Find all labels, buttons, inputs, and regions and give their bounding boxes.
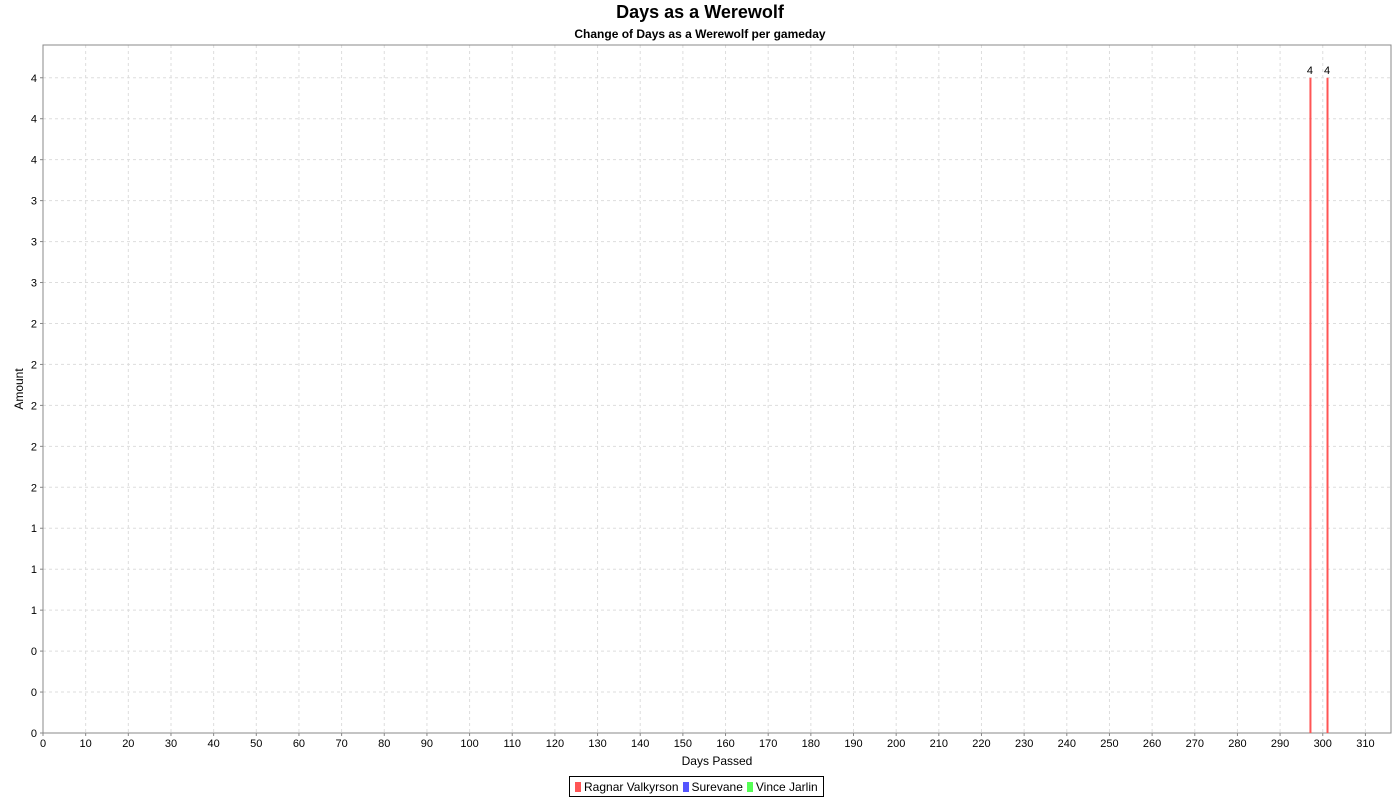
y-tick-label: 4	[31, 73, 37, 85]
y-tick-label: 2	[31, 359, 37, 371]
grid-layer	[43, 45, 1391, 733]
bar-value-label: 4	[1324, 65, 1330, 77]
x-tick-label: 260	[1143, 738, 1161, 750]
y-tick-label: 2	[31, 441, 37, 453]
x-tick-label: 150	[674, 738, 692, 750]
x-tick-label: 50	[250, 738, 262, 750]
bar-value-label: 4	[1307, 65, 1313, 77]
bar-ragnar-valkyrson-day-297[interactable]	[1309, 77, 1312, 733]
x-tick-label: 90	[421, 738, 433, 750]
y-tick-label: 3	[31, 196, 37, 208]
legend-swatch-vince-jarlin	[746, 781, 753, 792]
y-tick-label: 0	[31, 728, 37, 740]
legend-item-surevane[interactable]: Surevane	[682, 779, 743, 794]
legend-item-vince-jarlin[interactable]: Vince Jarlin	[746, 779, 818, 794]
y-tick-label: 0	[31, 646, 37, 658]
x-tick-label: 120	[546, 738, 564, 750]
y-tick-label: 0	[31, 687, 37, 699]
y-tick-label: 2	[31, 482, 37, 494]
x-tick-label: 140	[631, 738, 649, 750]
x-tick-label: 10	[80, 738, 92, 750]
y-axis-label: Amount	[12, 368, 26, 410]
legend: Ragnar Valkyrson Surevane Vince Jarlin	[569, 776, 824, 797]
legend-label-surevane: Surevane	[691, 779, 743, 794]
x-tick-label: 110	[503, 738, 521, 750]
x-tick-label: 100	[460, 738, 478, 750]
y-tick-label: 1	[31, 605, 37, 617]
x-tick-label: 20	[122, 738, 134, 750]
y-tick-label: 1	[31, 523, 37, 535]
y-tick-label: 3	[31, 237, 37, 249]
x-tick-label: 180	[802, 738, 820, 750]
y-tick-label: 2	[31, 318, 37, 330]
x-tick-label: 240	[1058, 738, 1076, 750]
legend-label-vince-jarlin: Vince Jarlin	[755, 779, 818, 794]
legend-label-ragnar-valkyrson: Ragnar Valkyrson	[584, 779, 679, 794]
legend-item-ragnar-valkyrson[interactable]: Ragnar Valkyrson	[575, 780, 679, 794]
y-tick-label: 3	[31, 278, 37, 290]
x-tick-label: 210	[930, 738, 948, 750]
legend-swatch-ragnar-valkyrson	[575, 781, 581, 792]
legend-swatch-surevane	[682, 781, 689, 792]
x-tick-label: 310	[1356, 738, 1374, 750]
x-tick-label: 280	[1228, 738, 1246, 750]
plot-area	[42, 44, 1392, 734]
ticks-layer: 0 10 20 30 40 50 60 70 80 90 100 110 120 130 140 150 160…	[31, 73, 1375, 750]
y-tick-label: 2	[31, 400, 37, 412]
y-tick-label: 4	[31, 155, 37, 167]
chart-title: Days as a Werewolf	[616, 2, 784, 22]
y-tick-label: 4	[31, 114, 37, 126]
x-tick-label: 160	[716, 738, 734, 750]
x-tick-label: 300	[1314, 738, 1332, 750]
x-tick-label: 80	[378, 738, 390, 750]
x-tick-label: 270	[1186, 738, 1204, 750]
y-tick-label: 1	[31, 564, 37, 576]
x-tick-label: 40	[208, 738, 220, 750]
x-tick-label: 290	[1271, 738, 1289, 750]
x-tick-label: 170	[759, 738, 777, 750]
x-tick-label: 190	[844, 738, 862, 750]
x-tick-label: 250	[1100, 738, 1118, 750]
x-tick-label: 30	[165, 738, 177, 750]
x-tick-label: 220	[972, 738, 990, 750]
bar-ragnar-valkyrson-day-301[interactable]	[1326, 77, 1329, 733]
x-tick-label: 70	[335, 738, 347, 750]
x-tick-label: 130	[588, 738, 606, 750]
x-tick-label: 200	[887, 738, 905, 750]
chart-subtitle: Change of Days as a Werewolf per gameday	[574, 27, 826, 41]
x-tick-label: 0	[40, 738, 46, 750]
x-tick-label: 230	[1015, 738, 1033, 750]
x-axis-label: Days Passed	[682, 754, 753, 768]
x-tick-label: 60	[293, 738, 305, 750]
